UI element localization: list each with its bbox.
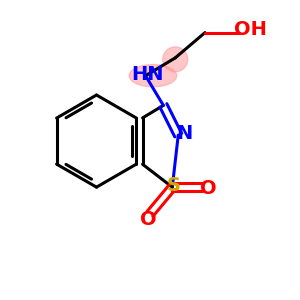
Circle shape — [163, 47, 188, 72]
Text: HN: HN — [131, 65, 163, 84]
Ellipse shape — [129, 64, 177, 87]
Text: S: S — [167, 176, 181, 195]
Text: N: N — [177, 124, 193, 143]
Text: O: O — [200, 179, 217, 198]
Text: O: O — [140, 210, 157, 229]
Text: OH: OH — [234, 20, 267, 39]
